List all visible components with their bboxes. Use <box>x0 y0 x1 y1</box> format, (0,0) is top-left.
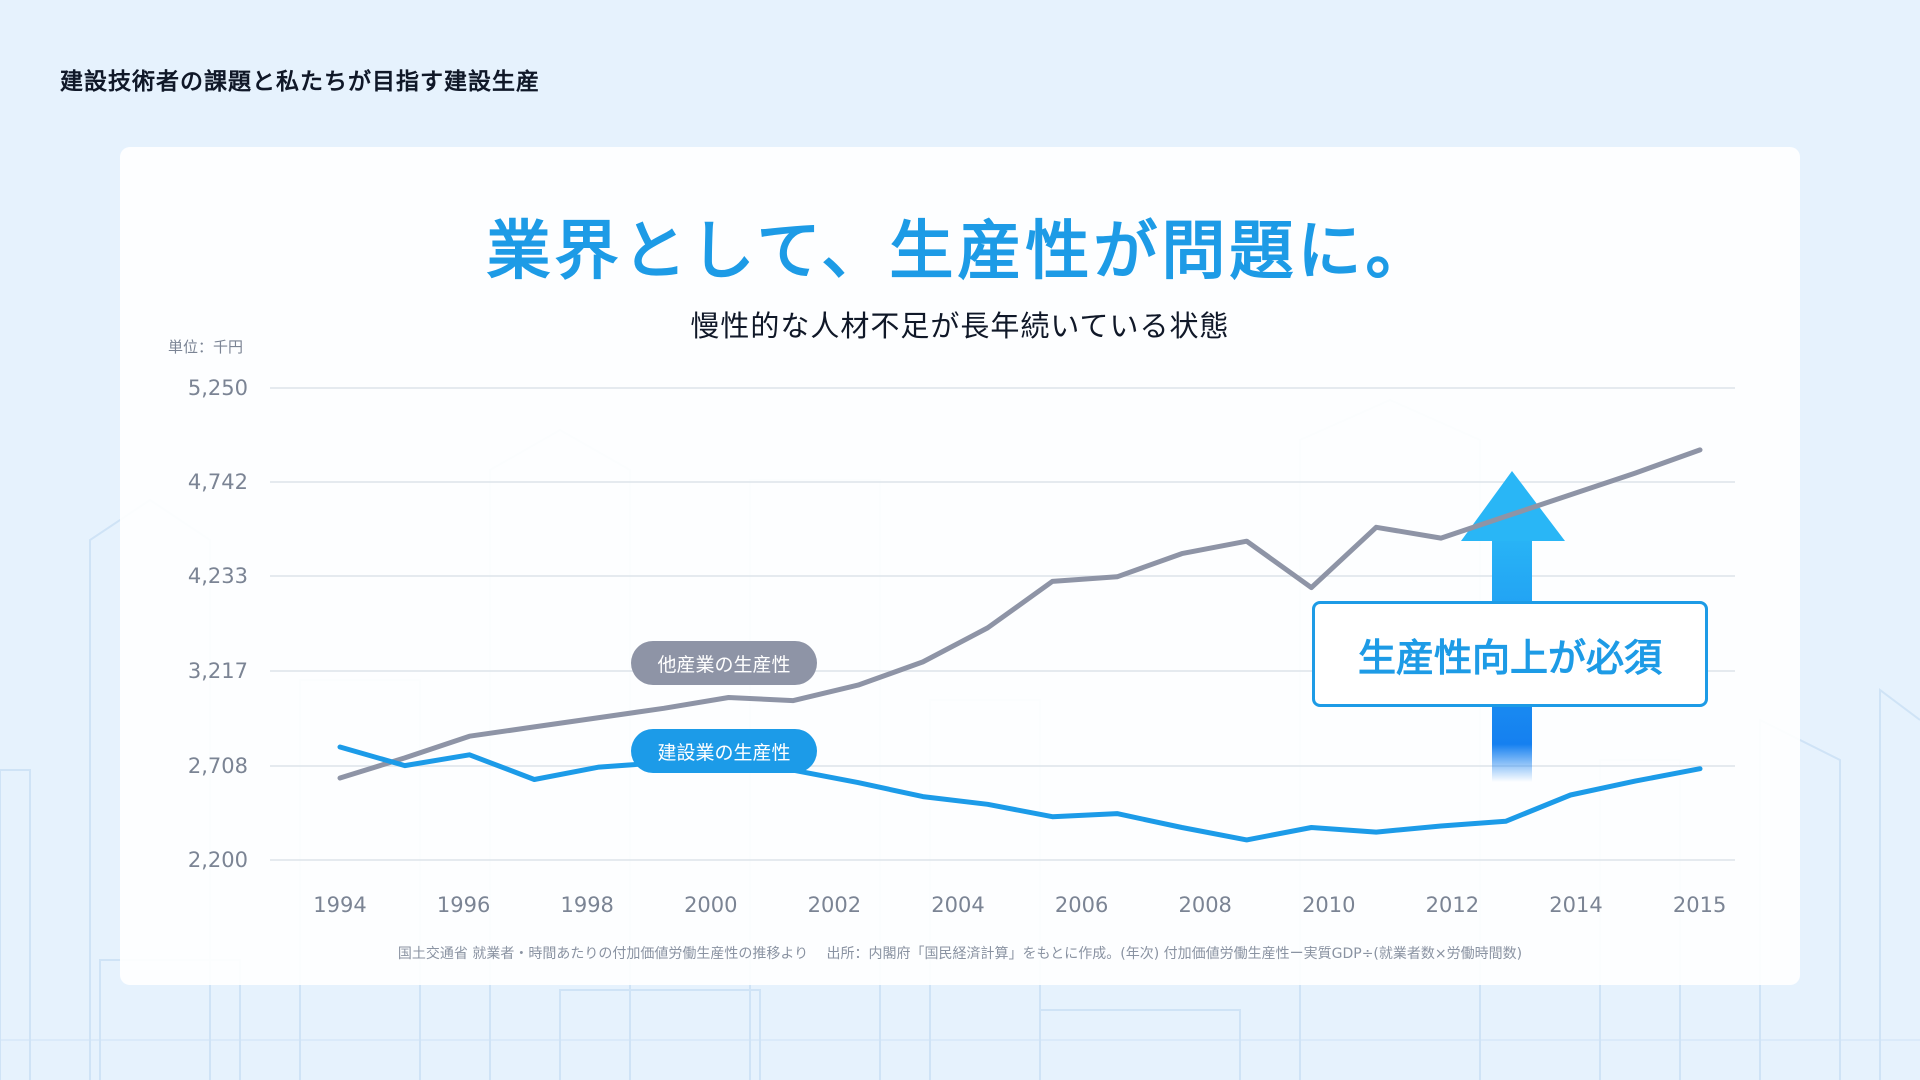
legend-label-other-industry: 他産業の生産性 <box>631 641 817 685</box>
source-note: 国土交通省 就業者・時間あたりの付加価値労働生産性の推移より 出所：内閣府「国民… <box>397 946 1523 962</box>
x-tick-label: 2014 <box>1549 893 1602 917</box>
y-tick-label: 4,742 <box>188 470 248 494</box>
x-tick-label: 2004 <box>931 893 984 917</box>
y-tick-label: 3,217 <box>188 659 248 683</box>
x-tick-label: 2002 <box>808 893 861 917</box>
x-tick-label: 2008 <box>1178 893 1231 917</box>
x-tick-label: 1998 <box>560 893 613 917</box>
subheadline: 慢性的な人材不足が長年続いている状態 <box>690 309 1230 343</box>
x-tick-label: 2010 <box>1302 893 1355 917</box>
y-tick-label: 4,233 <box>188 564 248 588</box>
series-line-construction <box>337 744 1703 843</box>
x-tick-label: 2012 <box>1426 893 1479 917</box>
y-tick-label: 5,250 <box>188 376 248 400</box>
section-title: 建設技術者の課題と私たちが目指す建設生産 <box>60 69 540 95</box>
headline: 業界として、生産性が問題に。 <box>486 215 1434 289</box>
x-tick-label: 2000 <box>684 893 737 917</box>
unit-label: 単位：千円 <box>168 338 244 356</box>
x-tick-label: 2006 <box>1055 893 1108 917</box>
y-tick-label: 2,200 <box>188 848 248 872</box>
series-line-other-industry <box>337 447 1703 781</box>
x-tick-label: 1994 <box>313 893 366 917</box>
y-tick-label: 2,708 <box>188 754 248 778</box>
x-tick-label: 2015 <box>1673 893 1726 917</box>
x-tick-label: 1996 <box>437 893 490 917</box>
legend-label-construction: 建設業の生産性 <box>631 729 817 773</box>
callout-box: 生産性向上が必須 <box>1312 601 1708 707</box>
